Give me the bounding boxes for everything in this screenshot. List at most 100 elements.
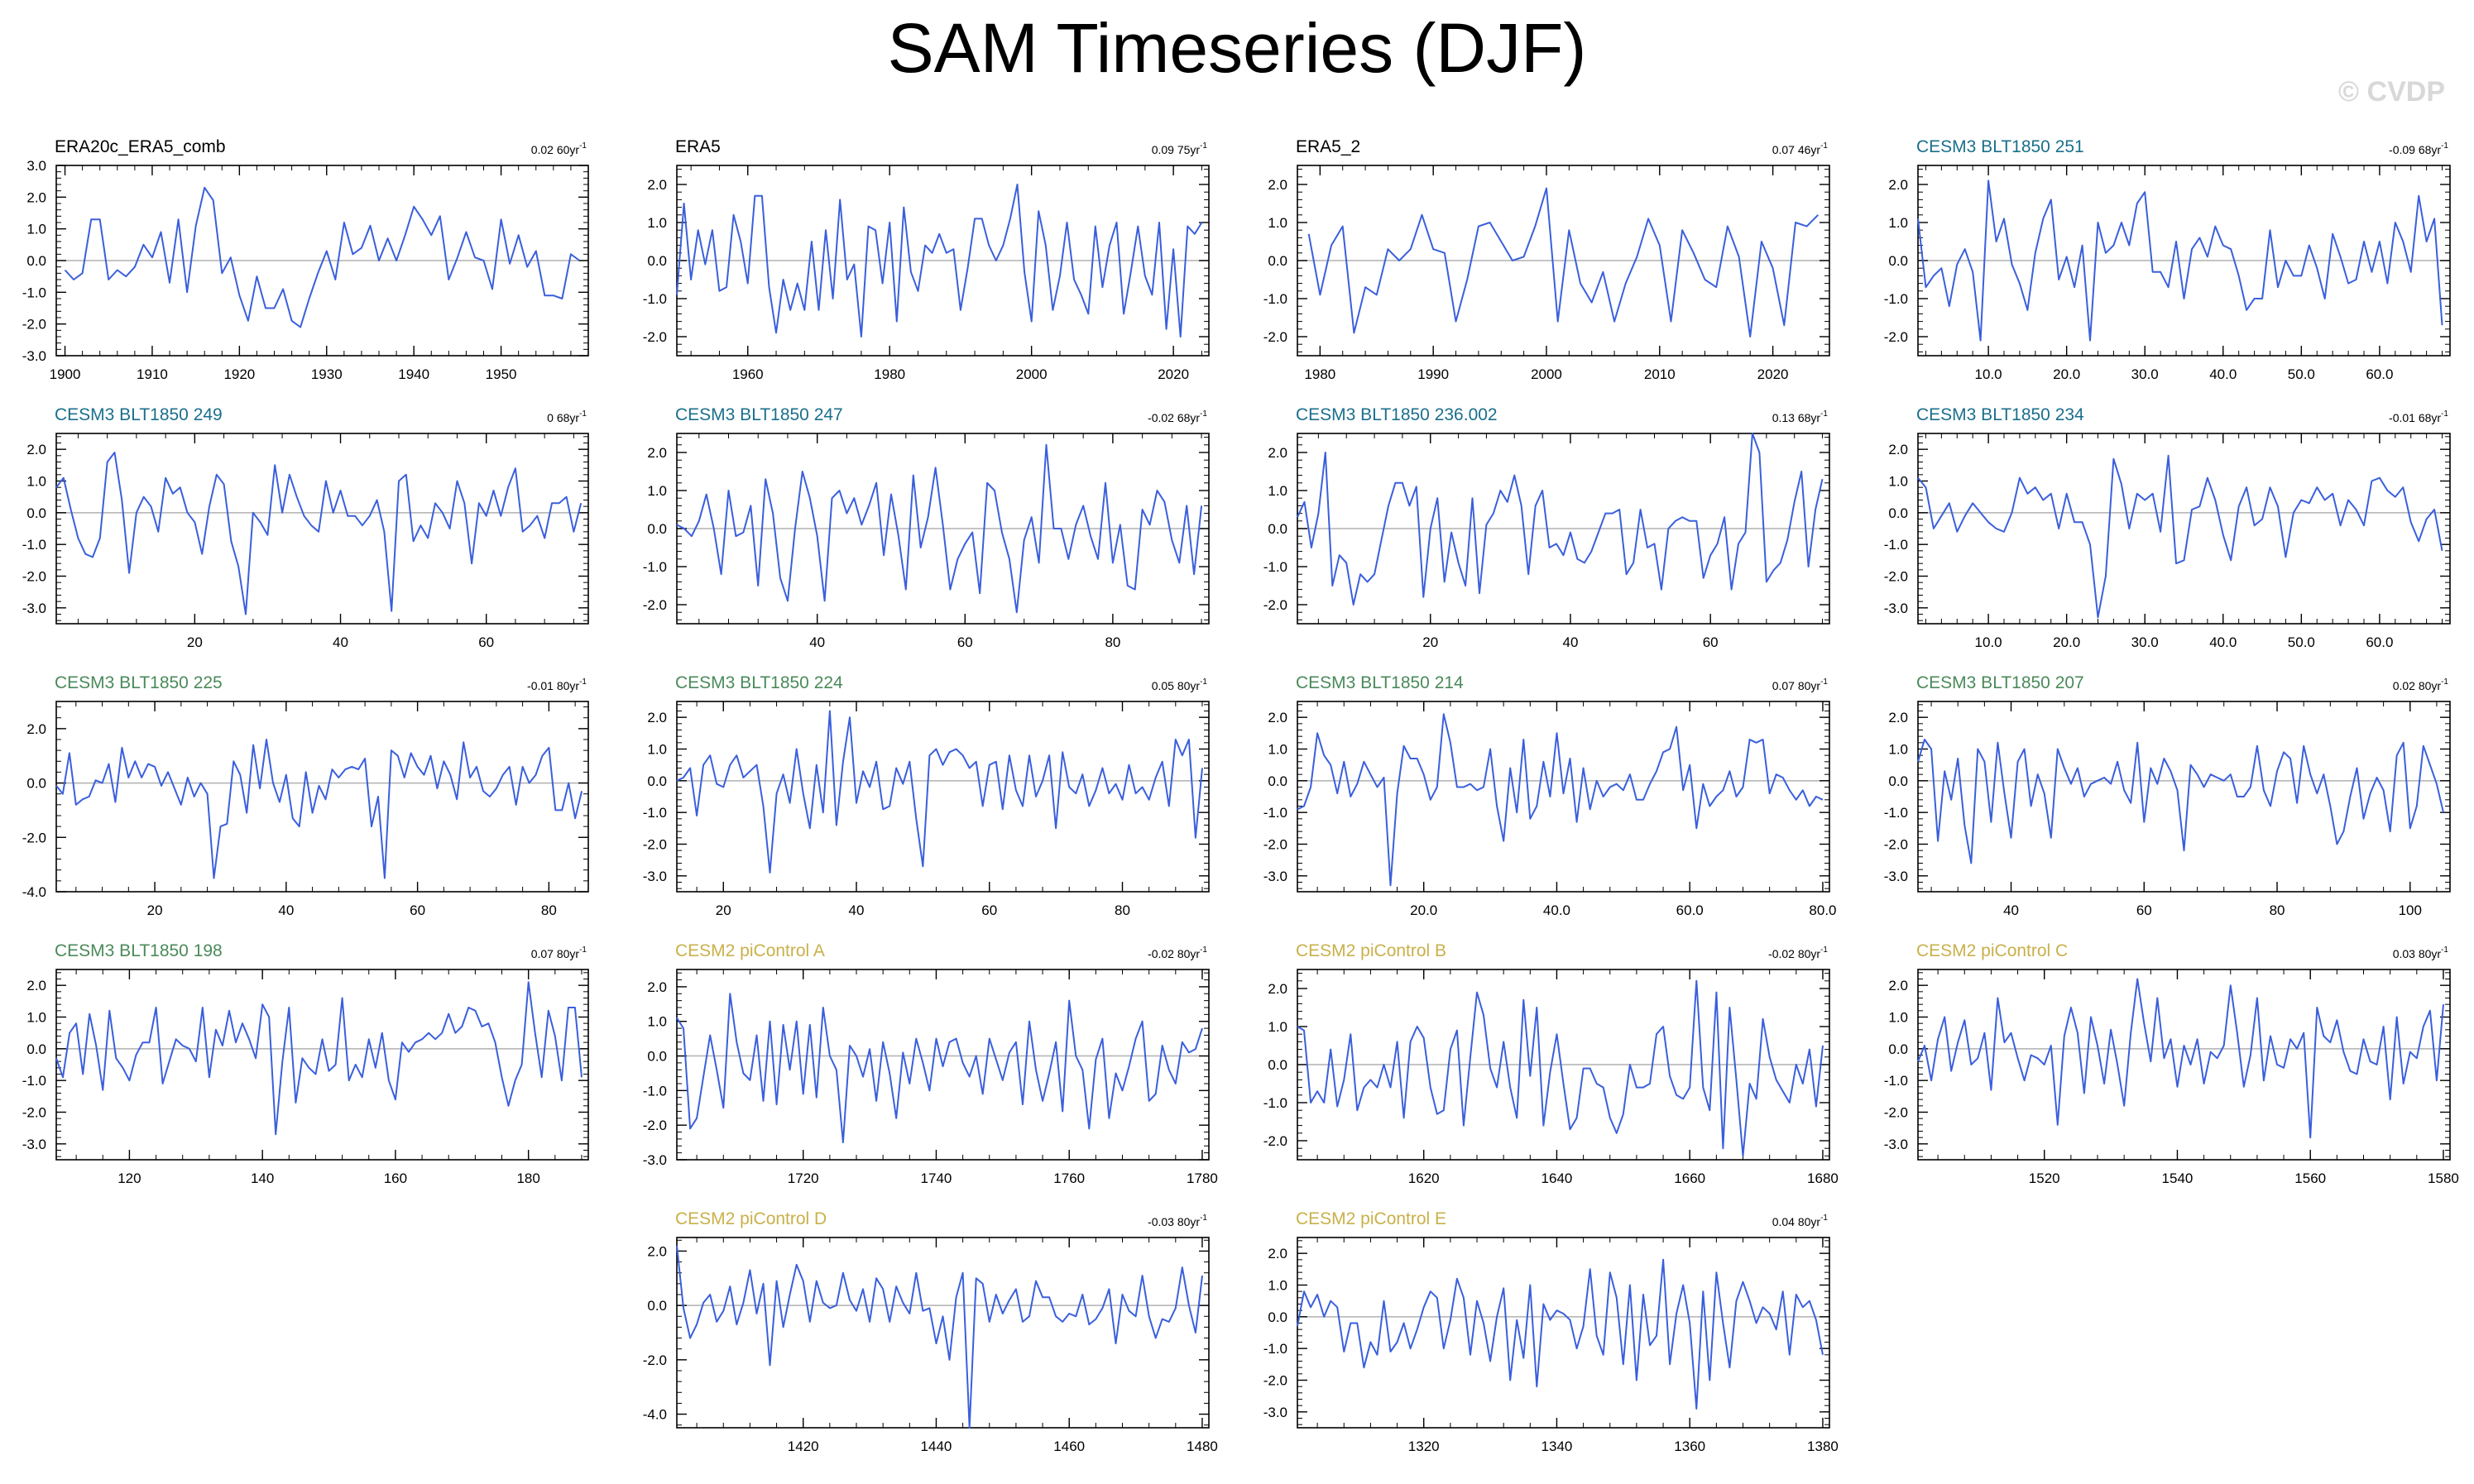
y-tick-label: -2.0 <box>1263 329 1287 345</box>
x-tick-label: 1520 <box>2029 1170 2060 1186</box>
series-line <box>1917 739 2444 864</box>
panel-18: CESM2 piControl E 0.04 80yr-1 1320 1340 1360… <box>1263 1209 1839 1454</box>
trend-superscript: -1 <box>579 141 587 151</box>
panel-frame <box>1297 701 1830 893</box>
panel-trend: 0.03 80yr-1 <box>2393 945 2449 960</box>
x-tick-label: 20.0 <box>1410 902 1437 918</box>
y-tick-label: -1.0 <box>1263 1341 1287 1357</box>
y-tick-label: 0.0 <box>647 253 667 269</box>
y-tick-label: -2.0 <box>643 1118 667 1133</box>
x-tick-label: 60 <box>2136 902 2152 918</box>
x-tick-label: 60.0 <box>2366 366 2393 382</box>
y-tick-label: 2.0 <box>1888 978 1908 993</box>
y-tick-label: -2.0 <box>22 830 46 845</box>
y-tick-label: -3.0 <box>1884 1137 1908 1152</box>
panel-trend: 0.07 46yr-1 <box>1772 141 1829 156</box>
x-tick-label: 1990 <box>1417 366 1449 382</box>
panel-frame <box>1917 701 2451 893</box>
x-tick-label: 1340 <box>1541 1439 1573 1454</box>
panel-trend: 0 68yr-1 <box>547 409 587 424</box>
x-tick-label: 1640 <box>1541 1170 1573 1186</box>
panel-title: CESM3 BLT1850 251 <box>1916 137 2084 156</box>
panel-trend: -0.01 80yr-1 <box>527 677 587 692</box>
x-tick-label: 20 <box>147 902 163 918</box>
panel-frame <box>55 969 589 1161</box>
x-tick-label: 10.0 <box>1975 366 2002 382</box>
x-tick-label: 2010 <box>1644 366 1676 382</box>
panel-frame <box>1297 1237 1830 1429</box>
x-tick-label: 1460 <box>1053 1439 1085 1454</box>
series-line <box>676 1245 1203 1429</box>
trend-superscript: -1 <box>1200 141 1207 151</box>
y-tick-label: -1.0 <box>1263 291 1287 307</box>
y-tick-label: -1.0 <box>1263 805 1287 821</box>
panel-trend: -0.09 68yr-1 <box>2389 141 2448 156</box>
y-tick-label: 2.0 <box>1268 177 1287 193</box>
panel-15: CESM2 piControl B -0.02 80yr-1 1620 1640 166… <box>1263 941 1839 1186</box>
panel-4: CESM3 BLT1850 251 -0.09 68yr-1 10.0 20.0 30.… <box>1884 137 2451 382</box>
y-tick-label: -1.0 <box>643 559 667 575</box>
y-tick-label: 1.0 <box>26 1010 46 1026</box>
trend-superscript: -1 <box>2441 409 2448 419</box>
panel-title: CESM3 BLT1850 198 <box>55 941 223 960</box>
y-tick-label: 1.0 <box>1888 1010 1908 1026</box>
panel-trend: -0.02 80yr-1 <box>1148 945 1207 960</box>
y-tick-label: -1.0 <box>1884 537 1908 553</box>
x-tick-label: 60.0 <box>1676 902 1704 918</box>
trend-superscript: -1 <box>1820 1214 1828 1223</box>
y-tick-label: -1.0 <box>643 1083 667 1099</box>
x-tick-label: 2000 <box>1531 366 1562 382</box>
x-tick-label: 1910 <box>137 366 168 382</box>
x-tick-label: 1950 <box>486 366 517 382</box>
series-line <box>1297 433 1824 606</box>
x-tick-label: 60 <box>957 634 973 650</box>
panel-trend: -0.02 68yr-1 <box>1148 409 1207 424</box>
y-tick-label: -1.0 <box>22 537 46 553</box>
series-line <box>676 184 1203 337</box>
panel-13: CESM3 BLT1850 198 0.07 80yr-1 120 140 160 180… <box>22 941 589 1186</box>
panel-trend: 0.13 68yr-1 <box>1772 409 1829 424</box>
trend-superscript: -1 <box>1820 141 1828 151</box>
x-tick-label: 50.0 <box>2288 634 2315 650</box>
y-tick-label: 3.0 <box>26 158 46 174</box>
y-tick-label: -2.0 <box>1263 1133 1287 1149</box>
x-tick-label: 40.0 <box>1543 902 1570 918</box>
y-tick-label: -2.0 <box>1263 597 1287 613</box>
y-tick-label: 2.0 <box>1268 981 1287 997</box>
x-tick-label: 1940 <box>398 366 429 382</box>
trend-superscript: -1 <box>579 677 587 687</box>
x-tick-label: 40 <box>1562 634 1578 650</box>
panel-8: CESM3 BLT1850 234 -0.01 68yr-1 10.0 20.0 30.… <box>1884 405 2451 650</box>
y-tick-label: -2.0 <box>22 1105 46 1121</box>
panel-title: CESM2 piControl E <box>1296 1209 1446 1228</box>
y-tick-label: -3.0 <box>1263 869 1287 884</box>
panel-10: CESM3 BLT1850 224 0.05 80yr-1 20 40 60 80 2.0 1… <box>643 673 1210 918</box>
y-tick-label: 1.0 <box>1268 742 1287 758</box>
panel-6: CESM3 BLT1850 247 -0.02 68yr-1 40 60 80 2.0 1.… <box>643 405 1210 650</box>
y-tick-label: 2.0 <box>647 1243 667 1259</box>
panel-9: CESM3 BLT1850 225 -0.01 80yr-1 20 40 60 80 2.0… <box>22 673 589 918</box>
x-tick-label: 1980 <box>1304 366 1335 382</box>
panel-14: CESM2 piControl A -0.02 80yr-1 1720 1740 176… <box>643 941 1218 1186</box>
x-tick-label: 60 <box>410 902 425 918</box>
x-tick-label: 40 <box>278 902 294 918</box>
y-tick-label: 2.0 <box>647 979 667 995</box>
panel-1: ERA20c_ERA5_comb 0.02 60yr-1 1900 1910 1920 1… <box>22 137 589 382</box>
y-tick-label: 2.0 <box>26 442 46 457</box>
x-tick-label: 80 <box>1105 634 1120 650</box>
panel-3: ERA5_2 0.07 46yr-1 1980 1990 2000 2010 2020 2.0… <box>1263 137 1830 382</box>
y-tick-label: 0.0 <box>1268 1057 1287 1073</box>
trend-superscript: -1 <box>1820 409 1828 419</box>
x-tick-label: 40 <box>849 902 865 918</box>
panel-frame <box>1917 969 2451 1161</box>
series-line <box>1297 1258 1824 1410</box>
x-tick-label: 1900 <box>50 366 81 382</box>
series-line <box>1307 187 1820 337</box>
y-tick-label: -2.0 <box>1884 329 1908 345</box>
panel-title: CESM3 BLT1850 225 <box>55 673 223 692</box>
y-tick-label: -4.0 <box>22 884 46 900</box>
y-tick-label: -3.0 <box>22 601 46 616</box>
x-tick-label: 1930 <box>311 366 343 382</box>
x-tick-label: 40 <box>809 634 825 650</box>
